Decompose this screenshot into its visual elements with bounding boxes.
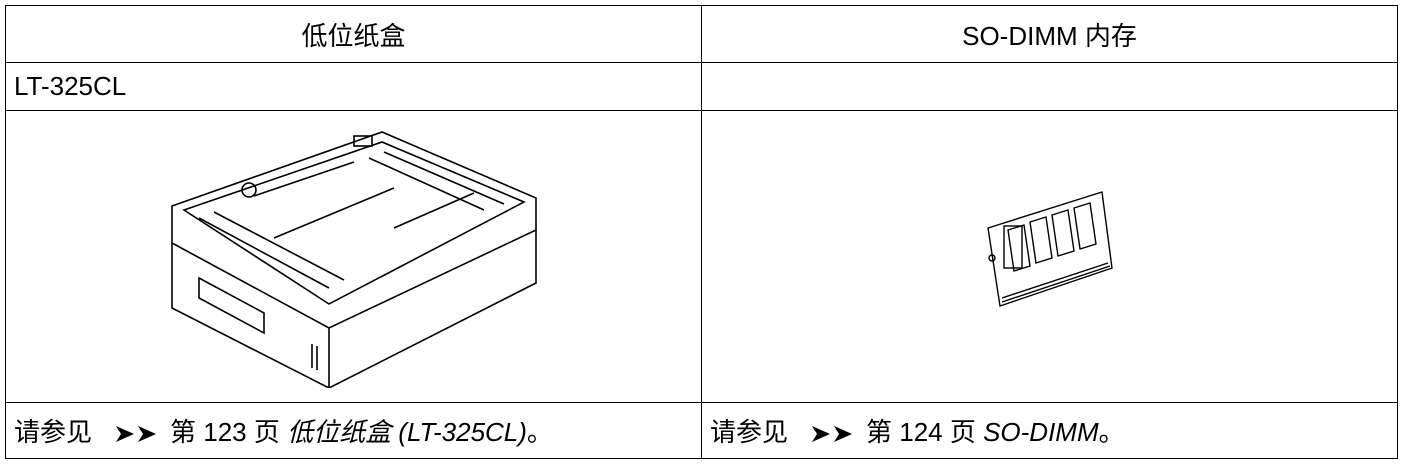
ref-end: 。 [526,417,553,447]
model-cell: LT-325CL [5,62,702,111]
ref-link[interactable]: SO-DIMM [983,417,1099,447]
model-row: LT-325CL [5,62,1398,111]
header-cell: 低位纸盒 [5,5,702,63]
ref-prefix: 请参见 [14,417,93,447]
arrow-icon [116,426,157,443]
ref-page: 第 123 页 [170,417,280,447]
tray-illustration [170,131,537,390]
accessory-table: 低位纸盒 SO-DIMM 内存 LT-325CL [5,5,1398,459]
ref-link[interactable]: 低位纸盒 (LT-325CL) [287,417,527,447]
header-cell: SO-DIMM 内存 [701,5,1398,63]
reference-cell: 请参见 第 123 页 低位纸盒 (LT-325CL)。 [5,402,702,459]
image-cell [701,110,1398,403]
ref-page: 第 124 页 [866,417,976,447]
memory-illustration [986,191,1113,307]
arrow-icon [812,426,853,443]
image-row [5,110,1398,403]
ref-prefix: 请参见 [710,417,789,447]
ref-end: 。 [1098,417,1125,447]
reference-cell: 请参见 第 124 页 SO-DIMM。 [701,402,1398,459]
header-row: 低位纸盒 SO-DIMM 内存 [5,5,1398,63]
reference-row: 请参见第 123 页 低位纸盒 (LT-325CL)。 请参见第 124 页 S… [5,402,1398,459]
image-cell [5,110,702,403]
empty-cell [701,62,1398,111]
